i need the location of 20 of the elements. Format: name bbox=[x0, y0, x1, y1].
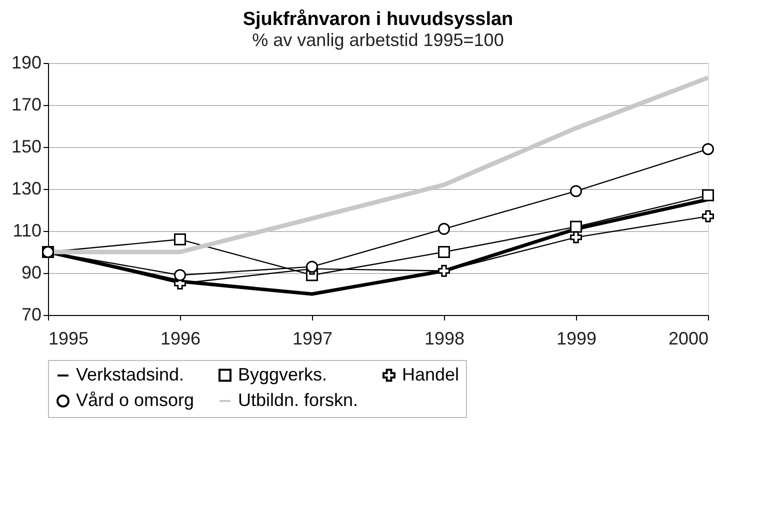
legend-label: Byggverks. bbox=[238, 364, 328, 384]
y-tick-label: 130 bbox=[11, 178, 42, 198]
y-tick-label: 150 bbox=[11, 136, 42, 156]
chart-title: Sjukfrånvaron i huvudsysslan bbox=[242, 9, 514, 30]
x-tick-label: 2000 bbox=[668, 328, 708, 348]
y-tick-label: 90 bbox=[21, 262, 42, 282]
chart-subtitle: % av vanlig arbetstid 1995=100 bbox=[252, 30, 504, 50]
x-tick-label: 1996 bbox=[160, 328, 201, 348]
x-tick-label: 1999 bbox=[556, 328, 597, 348]
legend-label: Handel bbox=[402, 364, 460, 384]
x-tick-label: 1998 bbox=[424, 328, 465, 348]
legend-label: Vård o omsorg bbox=[76, 390, 194, 410]
y-tick-label: 70 bbox=[21, 304, 42, 324]
legend-label: Utbildn. forskn. bbox=[238, 390, 358, 410]
y-tick-label: 190 bbox=[11, 52, 42, 72]
legend-label: Verkstadsind. bbox=[76, 364, 184, 384]
y-tick-label: 170 bbox=[11, 94, 42, 114]
x-tick-label: 1997 bbox=[292, 328, 333, 348]
y-tick-label: 110 bbox=[12, 220, 42, 240]
x-tick-label: 1995 bbox=[48, 328, 89, 348]
